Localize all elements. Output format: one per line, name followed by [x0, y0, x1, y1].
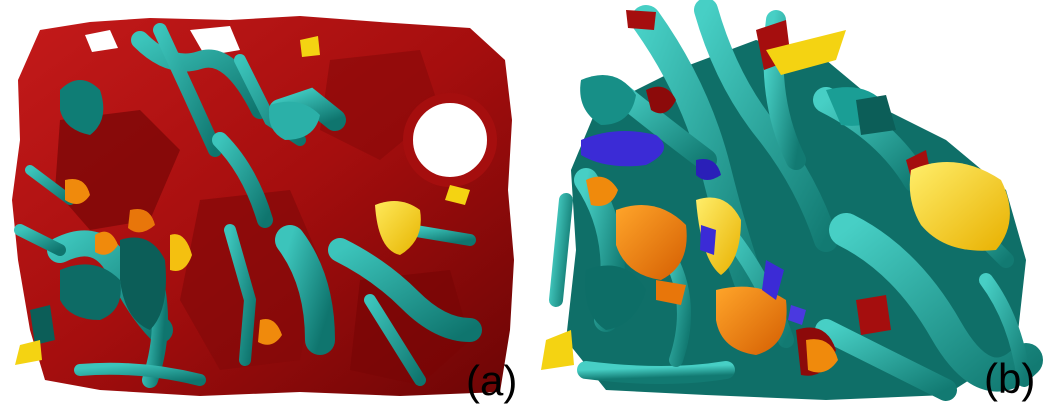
panel-label-a: (a): [466, 357, 518, 404]
yellow-patch: [541, 330, 574, 370]
blue-patch: [788, 305, 806, 325]
teal-blob: [269, 101, 320, 140]
pore-network-render-b: [541, 0, 1043, 401]
blue-patch: [700, 225, 716, 255]
gap: [85, 30, 118, 52]
teal-node: [580, 75, 636, 125]
blue-patch: [581, 131, 664, 167]
yellow-patch: [696, 197, 741, 275]
orange-patch: [95, 231, 118, 255]
blue-patch: [696, 159, 721, 180]
yellow-patch: [909, 162, 1010, 251]
orange-patch: [65, 179, 90, 204]
pore-network-render-a: [12, 16, 514, 396]
pore-ring-edge: [403, 93, 497, 187]
yellow-patch: [445, 185, 470, 205]
red-patch: [646, 86, 676, 114]
orange-patch: [258, 319, 282, 345]
orange-patch: [586, 176, 618, 206]
teal-blob: [60, 80, 104, 135]
teal-blob: [60, 264, 121, 320]
red-fold: [55, 110, 180, 230]
yellow-patch: [766, 30, 846, 75]
yellow-patch: [15, 340, 42, 365]
red-patch: [856, 295, 891, 335]
yellow-patch: [300, 36, 320, 57]
teal-blob: [30, 305, 55, 345]
orange-patch: [128, 209, 155, 233]
red-patch: [626, 10, 656, 30]
yellow-patch: [375, 201, 421, 255]
teal-blob: [120, 237, 166, 330]
orange-patch: [716, 286, 787, 355]
panel-a-render: (a): [12, 16, 518, 404]
pore-ring: [412, 102, 488, 178]
gap: [190, 26, 240, 56]
blue-patch: [762, 260, 784, 300]
orange-patch: [806, 339, 838, 373]
orange-patch: [656, 280, 686, 305]
yellow-patch: [170, 234, 192, 271]
teal-node: [856, 95, 896, 135]
panel-label-b: (b): [984, 355, 1036, 402]
teal-node: [585, 265, 646, 330]
red-fold: [350, 270, 470, 385]
orange-patch: [616, 205, 687, 280]
panel-b-render: (b): [526, 0, 1052, 411]
